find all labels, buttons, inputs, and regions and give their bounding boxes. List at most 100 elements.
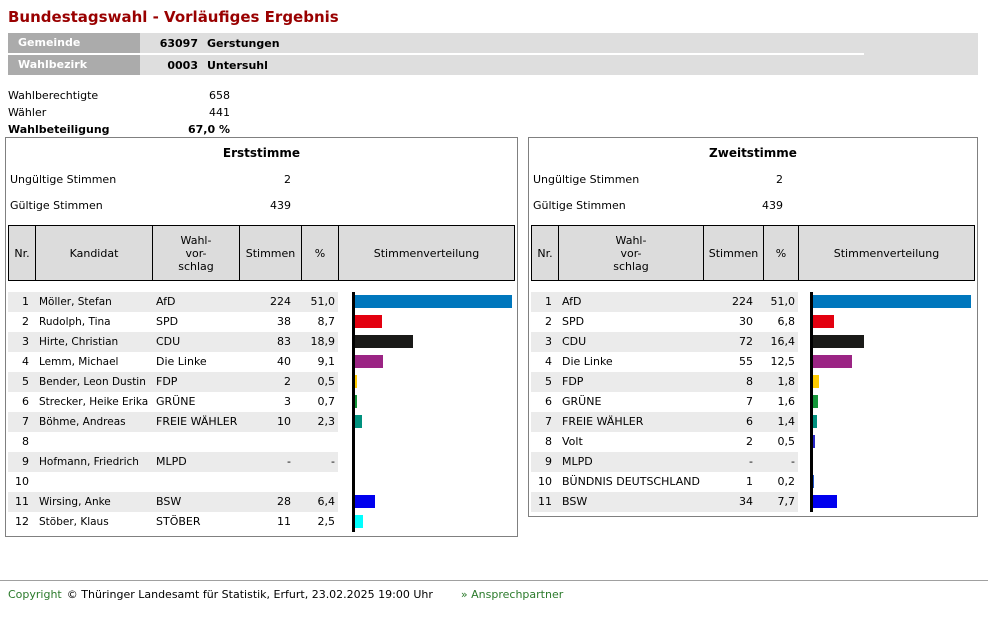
- result-row-cells: 6 GRÜNE 7 1,6: [531, 392, 798, 412]
- vote-bar: [813, 375, 819, 388]
- stimmen-cell: 40: [277, 355, 291, 368]
- kandidat-cell: Hirte, Christian: [39, 336, 119, 348]
- gemeinde-code: 63097: [159, 36, 198, 50]
- result-row: 8 Volt 2 0,5: [531, 432, 975, 452]
- nr-cell: 11: [538, 495, 552, 508]
- pct-cell: 2,5: [317, 515, 336, 528]
- column-header: Wahl- vor- schlag: [153, 226, 240, 280]
- result-row-cells: 11 Wirsing, Anke BSW 28 6,4: [8, 492, 338, 512]
- vote-bar: [355, 395, 357, 408]
- results-table-header: Nr. Kandidat Wahl- vor- schlag Stimmen% Stim…: [8, 225, 515, 281]
- pct-cell: 7,7: [777, 495, 796, 508]
- stimmen-cell: 8: [746, 375, 753, 388]
- vote-distribution-cell: [798, 372, 975, 392]
- wahlbezirk-value: 0003 Untersuhl: [140, 59, 268, 72]
- nr-cell: 4: [22, 355, 29, 368]
- results-table-body: 1 Möller, Stefan AfD 224 51,0 2 Rudolph, Tina S…: [8, 292, 515, 532]
- wahlvorschlag-cell: GRÜNE: [156, 395, 196, 408]
- footer-divider: [0, 580, 988, 581]
- pct-cell: 9,1: [317, 355, 336, 368]
- result-row: 12 Stöber, Klaus STÖBER 11 2,5: [8, 512, 515, 532]
- chart-axis: [352, 452, 355, 472]
- vote-bar: [355, 495, 375, 508]
- wahlvorschlag-cell: STÖBER: [156, 515, 201, 528]
- result-row-cells: 5 Bender, Leon Dustin FDP 2 0,5: [8, 372, 338, 392]
- stimmen-cell: 224: [732, 295, 753, 308]
- stimmen-cell: [239, 432, 301, 452]
- wahlvorschlag-cell: MLPD: [156, 455, 187, 468]
- result-row-cells: 10: [8, 472, 338, 492]
- column-header: Nr.: [9, 226, 36, 280]
- vote-distribution-cell: [798, 452, 975, 472]
- result-row-cells: 2 SPD 30 6,8: [531, 312, 798, 332]
- pct-cell: 8,7: [317, 315, 336, 328]
- column-header: Wahl- vor- schlag: [559, 226, 704, 280]
- chart-axis: [810, 492, 813, 512]
- vote-distribution-cell: [798, 432, 975, 452]
- invalid-votes-label: Ungültige Stimmen: [10, 173, 117, 186]
- result-row: 5 FDP 8 1,8: [531, 372, 975, 392]
- result-row: 1 Möller, Stefan AfD 224 51,0: [8, 292, 515, 312]
- vote-bar: [813, 475, 814, 488]
- nr-cell: 11: [15, 495, 29, 508]
- nr-cell: 2: [545, 315, 552, 328]
- vote-distribution-cell: [798, 332, 975, 352]
- vote-distribution-cell: [338, 412, 515, 432]
- result-row: 5 Bender, Leon Dustin FDP 2 0,5: [8, 372, 515, 392]
- result-row: 10 BÜNDNIS DEUTSCHLAND 1 0,2: [531, 472, 975, 492]
- valid-votes-row: Gültige Stimmen 439: [8, 198, 515, 214]
- wahlbezirk-name: Untersuhl: [207, 58, 268, 72]
- column-header: Stimmen: [240, 226, 302, 280]
- ansprechpartner-link[interactable]: » Ansprechpartner: [460, 588, 564, 601]
- pct-cell: 51,0: [310, 295, 336, 308]
- vote-distribution-cell: [798, 472, 975, 492]
- pct-cell: -: [331, 455, 335, 468]
- nr-cell: 1: [545, 295, 552, 308]
- chart-axis: [352, 472, 355, 492]
- chart-axis: [810, 432, 813, 452]
- vote-bar: [813, 355, 852, 368]
- chart-axis: [352, 512, 355, 532]
- wahlvorschlag-cell: FDP: [562, 375, 584, 388]
- result-row-cells: 9 Hofmann, Friedrich MLPD - -: [8, 452, 338, 472]
- nr-cell: 7: [22, 415, 29, 428]
- chart-axis: [810, 292, 813, 312]
- vote-bar: [355, 515, 363, 528]
- result-row: 7 FREIE WÄHLER 6 1,4: [531, 412, 975, 432]
- waehler-value: 441: [209, 106, 230, 119]
- vote-distribution-cell: [798, 292, 975, 312]
- waehler-label: Wähler: [8, 106, 47, 119]
- wahlbeteiligung-value: 67,0 %: [188, 123, 230, 136]
- result-row: 6 GRÜNE 7 1,6: [531, 392, 975, 412]
- result-row: 3 CDU 72 16,4: [531, 332, 975, 352]
- stimmen-cell: 224: [270, 295, 291, 308]
- vote-bar: [813, 335, 864, 348]
- stimmen-cell: 2: [746, 435, 753, 448]
- chart-axis: [352, 392, 355, 412]
- invalid-votes-value: 2: [284, 173, 291, 186]
- wahlvorschlag-cell: FDP: [156, 375, 178, 388]
- gemeinde-label: Gemeinde: [8, 33, 140, 53]
- column-header: Kandidat: [36, 226, 153, 280]
- column-header: %: [302, 226, 339, 280]
- vote-distribution-cell: [338, 472, 515, 492]
- stimmen-cell: 83: [277, 335, 291, 348]
- results-table-header: Nr. Wahl- vor- schlag Stimmen% Stimmenverte…: [531, 225, 975, 281]
- pct-cell: 12,5: [770, 355, 796, 368]
- valid-votes-label: Gültige Stimmen: [10, 199, 103, 212]
- chart-axis: [810, 352, 813, 372]
- result-row: 10: [8, 472, 515, 492]
- stimmen-cell: 11: [277, 515, 291, 528]
- vote-bar: [813, 435, 815, 448]
- vote-distribution-cell: [338, 392, 515, 412]
- nr-cell: 12: [15, 515, 29, 528]
- chart-axis: [810, 392, 813, 412]
- wahlbeteiligung-row: Wahlbeteiligung 67,0 %: [8, 121, 230, 138]
- vote-distribution-cell: [338, 352, 515, 372]
- nr-cell: 5: [22, 375, 29, 388]
- pct-cell: 1,4: [777, 415, 796, 428]
- pct-cell: 51,0: [770, 295, 796, 308]
- page-title: Bundestagswahl - Vorläufiges Ergebnis: [8, 8, 339, 26]
- pct-cell: 0,5: [777, 435, 796, 448]
- result-row-cells: 2 Rudolph, Tina SPD 38 8,7: [8, 312, 338, 332]
